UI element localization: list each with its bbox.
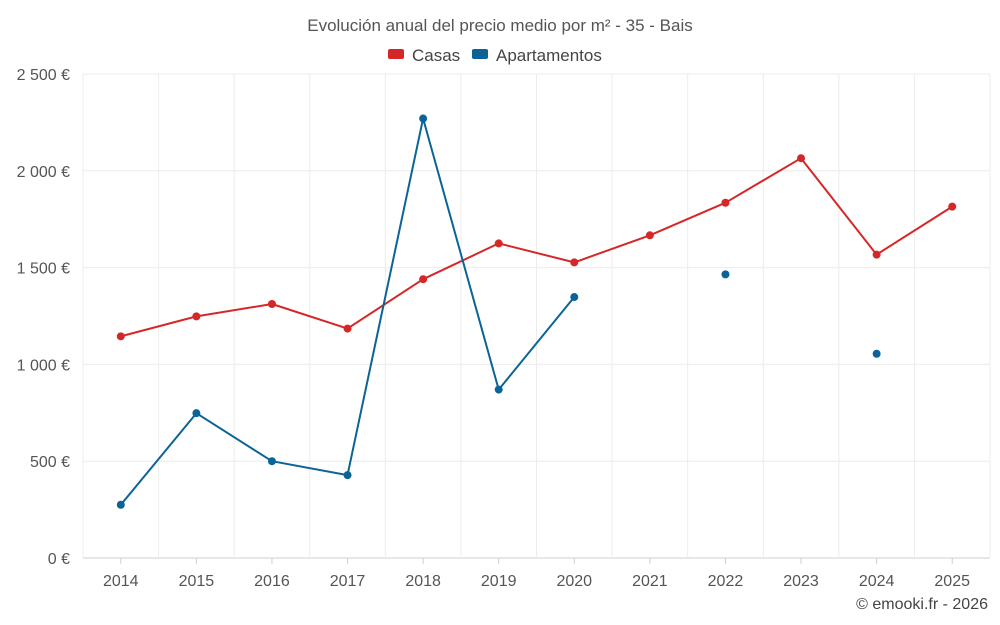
x-tick-label: 2022: [708, 573, 744, 590]
x-tick-label: 2016: [254, 573, 290, 590]
legend: Casas Apartamentos: [388, 46, 602, 65]
y-tick-label: 2 500 €: [17, 67, 70, 84]
legend-label-apartamentos[interactable]: Apartamentos: [496, 46, 602, 65]
x-tick-label: 2017: [330, 573, 366, 590]
x-tick-label: 2018: [405, 573, 441, 590]
data-point-casas[interactable]: [116, 332, 125, 341]
data-point-apartamentos[interactable]: [116, 500, 125, 509]
data-point-apartamentos[interactable]: [343, 471, 352, 480]
data-point-apartamentos[interactable]: [570, 293, 579, 302]
x-axis: 2014 2015 2016 2017 2018 2019 2020 2021 2022 2023…: [103, 558, 970, 590]
x-tick-label: 2020: [556, 573, 592, 590]
x-tick-label: 2021: [632, 573, 668, 590]
data-point-apartamentos[interactable]: [721, 270, 730, 279]
series-line-casas: [120, 157, 953, 338]
y-tick-label: 500 €: [30, 454, 70, 471]
y-tick-label: 2 000 €: [17, 164, 70, 181]
x-tick-label: 2025: [934, 573, 970, 590]
legend-swatch-apartamentos[interactable]: [472, 49, 488, 59]
data-point-casas[interactable]: [797, 154, 806, 163]
legend-swatch-casas[interactable]: [388, 49, 404, 59]
y-axis: 0 € 500 € 1 000 € 1 500 € 2 000 € 2 500 €: [17, 67, 70, 568]
legend-label-casas[interactable]: Casas: [412, 46, 460, 65]
data-point-casas[interactable]: [494, 239, 503, 248]
data-point-casas[interactable]: [343, 324, 352, 333]
series-line-apartamentos: [120, 117, 576, 506]
credit-text: © emooki.fr - 2026: [856, 596, 988, 613]
data-point-casas[interactable]: [267, 299, 276, 308]
data-point-apartamentos[interactable]: [419, 114, 428, 123]
grid: [82, 73, 991, 559]
data-point-casas[interactable]: [721, 198, 730, 207]
x-tick-label: 2024: [859, 573, 895, 590]
x-tick-label: 2014: [103, 573, 139, 590]
data-point-apartamentos[interactable]: [872, 349, 881, 358]
chart-title: Evolución anual del precio medio por m² …: [307, 16, 693, 35]
data-point-apartamentos[interactable]: [267, 457, 276, 466]
data-point-apartamentos[interactable]: [192, 409, 201, 418]
series-apartamentos: [116, 114, 881, 509]
data-point-apartamentos[interactable]: [494, 385, 503, 394]
series-layer: [116, 114, 957, 509]
y-tick-label: 1 000 €: [17, 357, 70, 374]
data-point-casas[interactable]: [872, 250, 881, 259]
y-tick-label: 0 €: [48, 551, 70, 568]
y-tick-label: 1 500 €: [17, 261, 70, 278]
series-casas: [116, 154, 957, 341]
x-tick-label: 2015: [179, 573, 215, 590]
data-point-casas[interactable]: [192, 312, 201, 321]
x-tick-label: 2019: [481, 573, 517, 590]
data-point-casas[interactable]: [419, 275, 428, 284]
x-tick-label: 2023: [783, 573, 819, 590]
data-point-casas[interactable]: [948, 202, 957, 211]
data-point-casas[interactable]: [645, 231, 654, 240]
data-point-casas[interactable]: [570, 258, 579, 267]
